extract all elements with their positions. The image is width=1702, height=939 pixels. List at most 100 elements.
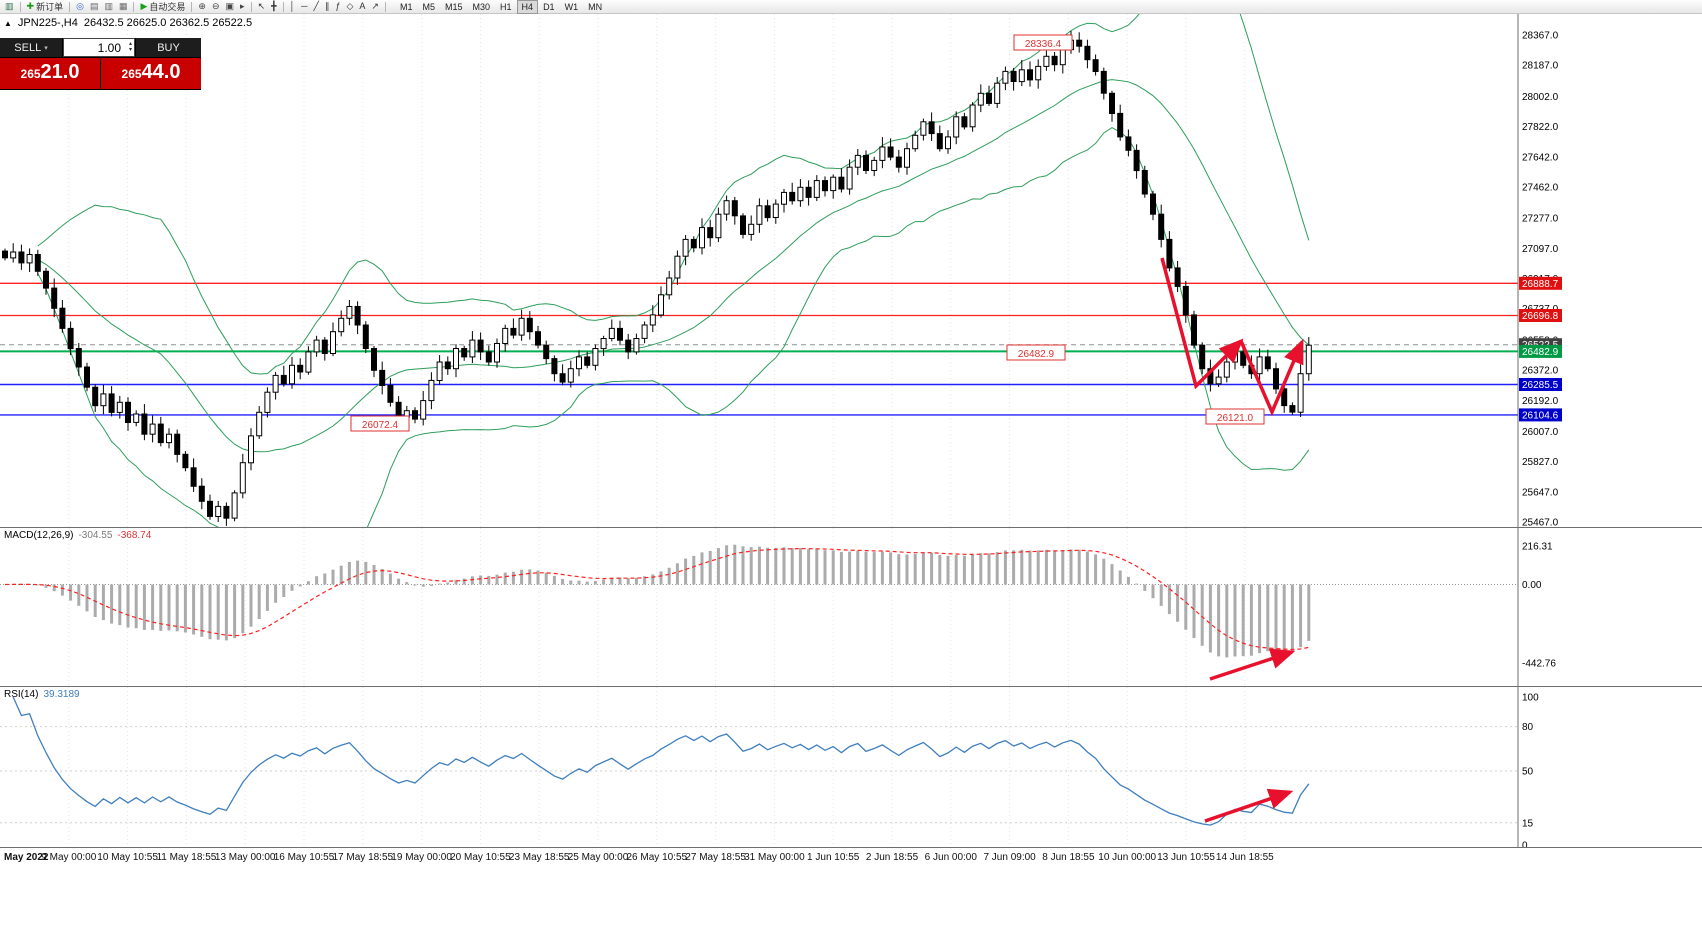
main-chart-panel: 28336.4 26482.9 26072.4 26121.0 28367.0 28187… [0, 14, 1702, 528]
sell-price[interactable]: 265 21.0 [0, 58, 100, 89]
svg-text:28336.4: 28336.4 [1025, 39, 1062, 50]
layout-grid-icon[interactable]: ▥ [101, 0, 116, 13]
time-label: 27 May 18:55 [685, 852, 746, 863]
shapes-icon[interactable]: ◇ [343, 0, 356, 13]
toolbar-separator [282, 1, 284, 12]
layout-standard-icon-icon: ▤ [89, 1, 99, 11]
fibonacci-icon[interactable]: ƒ [332, 0, 343, 13]
text-icon[interactable]: A [356, 0, 368, 13]
svg-text:26072.4: 26072.4 [362, 420, 399, 431]
timeframe-h4[interactable]: H4 [516, 0, 539, 14]
chevron-down-icon: ▾ [44, 44, 48, 52]
volume-value: 1.00 [97, 40, 121, 55]
buy-button[interactable]: BUY [136, 38, 201, 57]
time-label: 10 Jun 00:00 [1098, 852, 1157, 863]
macd-label: MACD(12,26,9) -304.55 -368.74 [4, 530, 151, 541]
time-label: 16 May 10:55 [273, 852, 335, 863]
crosshair-icon[interactable]: ╋ [268, 0, 279, 13]
time-label: May 2022 [4, 852, 49, 863]
layout-standard-icon[interactable]: ▤ [87, 0, 102, 13]
cursor-icon-icon: ↖ [257, 1, 266, 11]
buy-price[interactable]: 265 44.0 [101, 58, 201, 89]
time-label: 13 May 00:00 [214, 852, 276, 863]
macd-canvas[interactable]: 216.31 0.00 -442.76 [0, 528, 1702, 686]
buy-button-label: BUY [157, 41, 180, 54]
layout-tile-icon[interactable]: ▦ [116, 0, 131, 13]
time-label: 9 May 00:00 [41, 852, 97, 863]
channel-icon-icon: ∥ [324, 1, 330, 11]
svg-text:26121.0: 26121.0 [1217, 413, 1254, 424]
rsi-label: RSI(14) 39.3189 [4, 689, 80, 700]
new-chart-icon: ▥ [5, 1, 14, 11]
svg-text:15: 15 [1522, 818, 1534, 829]
new-chart-button[interactable]: ▥ [2, 0, 17, 13]
zoom-in-icon-icon: ⊕ [198, 1, 206, 11]
zoom-in-icon[interactable]: ⊕ [195, 0, 209, 13]
toolbar-separator [384, 1, 386, 12]
volume-input[interactable]: 1.00 ▴ ▾ [63, 38, 135, 57]
timeframe-toolbar: M1 M5 M15 M30 H1 H4 D1 W1 MN [395, 0, 607, 14]
svg-text:25827.0: 25827.0 [1522, 457, 1559, 468]
svg-text:28002.0: 28002.0 [1522, 92, 1559, 103]
macd-value: -304.55 [78, 530, 113, 541]
time-label: 14 Jun 18:55 [1215, 852, 1274, 863]
text-icon-icon: A [359, 1, 366, 11]
timeframe-m1[interactable]: M1 [399, 1, 413, 12]
autotrading-button[interactable]: ▶ 自动交易 [137, 0, 188, 13]
tile-windows-icon[interactable]: ▣ [223, 0, 238, 13]
timeframe-h1[interactable]: H1 [500, 1, 512, 12]
trendline-icon[interactable]: ╱ [311, 0, 322, 13]
fibonacci-icon-icon: ƒ [335, 1, 341, 11]
time-label: 2 Jun 18:55 [865, 852, 919, 863]
symbol-info: ▲ JPN225-,H4 26432.5 26625.0 26362.5 26522… [4, 17, 258, 29]
compass-icon-icon: ◎ [76, 1, 84, 11]
main-chart-canvas[interactable]: 28336.4 26482.9 26072.4 26121.0 28367.0 28187… [0, 14, 1702, 527]
rsi-name: RSI(14) [4, 689, 39, 700]
svg-text:26192.0: 26192.0 [1522, 396, 1559, 407]
new-order-button[interactable]: ✚ 新订单 [24, 0, 67, 13]
timeframe-m30[interactable]: M30 [472, 1, 491, 12]
collapse-triangle-icon[interactable]: ▲ [4, 19, 12, 28]
crosshair-icon-icon: ╋ [271, 1, 277, 11]
shapes-icon-icon: ◇ [346, 1, 354, 11]
symbol-name: JPN225-,H4 [17, 17, 78, 29]
svg-text:28187.0: 28187.0 [1522, 61, 1559, 72]
arrows-icon[interactable]: ↗ [368, 0, 382, 13]
timeframe-d1[interactable]: D1 [543, 1, 555, 12]
time-label: 8 Jun 18:55 [1042, 852, 1095, 863]
volume-stepper-icons[interactable]: ▴ ▾ [128, 41, 132, 53]
svg-text:26007.0: 26007.0 [1522, 427, 1559, 438]
svg-text:27462.0: 27462.0 [1522, 183, 1559, 194]
time-axis[interactable]: May 2022 9 May 00:00 10 May 10:55 11 May 18… [0, 848, 1702, 868]
chart-shift-icon[interactable]: ▸ [237, 0, 248, 13]
vertical-line-icon-icon: │ [289, 1, 296, 11]
cursor-icon[interactable]: ↖ [255, 0, 269, 13]
rsi-panel: 100 80 50 15 0 RSI(14) 39.3189 [0, 687, 1702, 848]
svg-text:26372.0: 26372.0 [1522, 366, 1559, 377]
zoom-out-icon[interactable]: ⊖ [209, 0, 223, 13]
rsi-canvas[interactable]: 100 80 50 15 0 [0, 687, 1702, 847]
sell-button[interactable]: SELL ▾ [0, 38, 62, 57]
tile-windows-icon-icon: ▣ [225, 1, 235, 11]
time-label: 13 Jun 10:55 [1157, 852, 1215, 863]
time-label: 25 May 00:00 [567, 852, 629, 863]
timeframe-m15[interactable]: M15 [445, 1, 463, 12]
timeframe-w1[interactable]: W1 [564, 1, 579, 12]
time-label: 11 May 18:55 [156, 852, 217, 863]
vertical-line-icon[interactable]: │ [287, 0, 299, 13]
svg-text:25467.0: 25467.0 [1522, 518, 1559, 528]
horizontal-line-icon[interactable]: ─ [298, 0, 310, 13]
timeframe-mn[interactable]: MN [588, 1, 603, 12]
svg-text:-442.76: -442.76 [1522, 658, 1556, 669]
svg-text:26888.7: 26888.7 [1522, 279, 1559, 290]
compass-icon[interactable]: ◎ [73, 0, 87, 13]
svg-text:26285.5: 26285.5 [1522, 380, 1559, 391]
zoom-out-icon-icon: ⊖ [211, 1, 220, 11]
svg-text:0.00: 0.00 [1522, 580, 1542, 591]
toolbar-separator [133, 1, 135, 12]
new-order-button-label: 新订单 [36, 2, 64, 12]
symbol-ohlc: 26432.5 26625.0 26362.5 26522.5 [83, 17, 253, 29]
channel-icon[interactable]: ∥ [322, 0, 333, 13]
sell-button-label: SELL [14, 41, 42, 54]
timeframe-m5[interactable]: M5 [422, 1, 435, 12]
